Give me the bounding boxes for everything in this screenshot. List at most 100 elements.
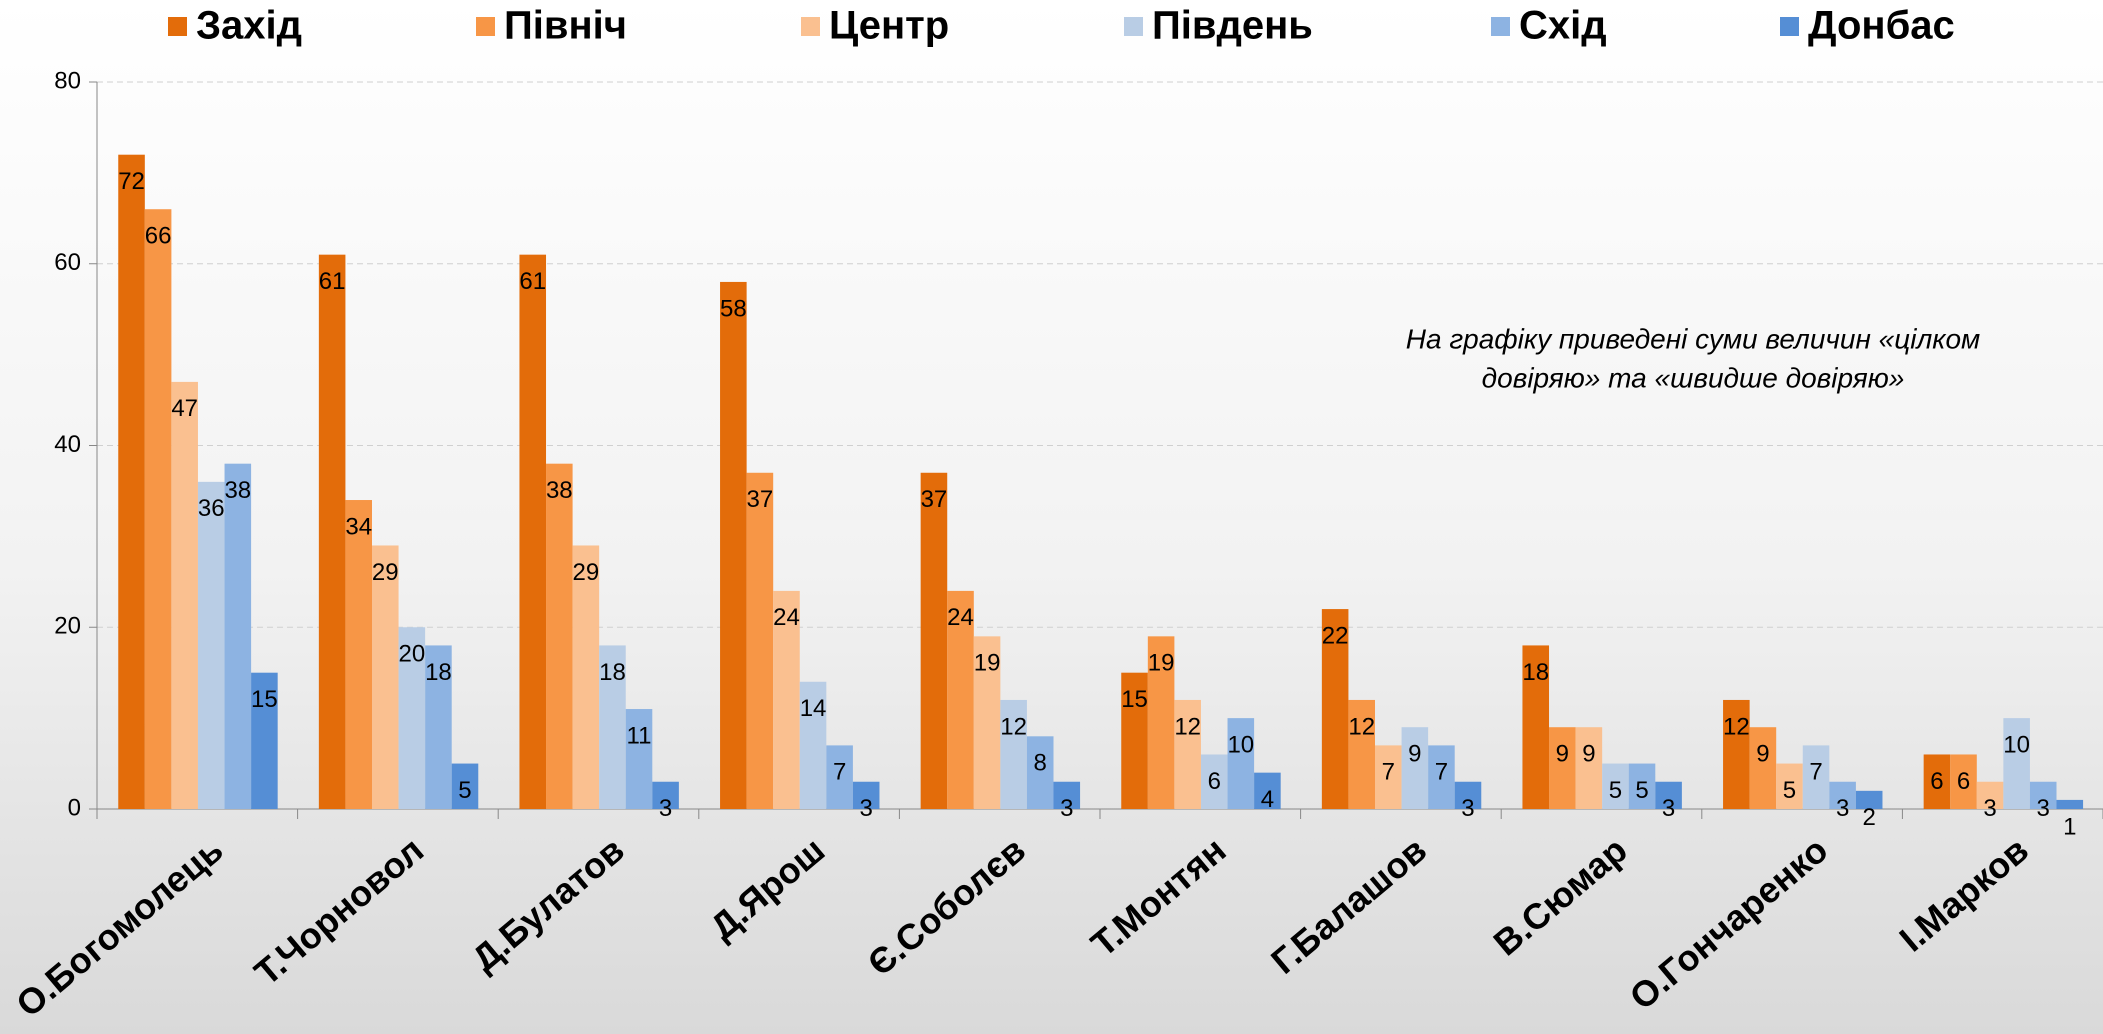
bar xyxy=(1829,781,1856,809)
data-label: 14 xyxy=(800,695,827,722)
data-label: 11 xyxy=(627,722,652,749)
data-label: 9 xyxy=(1556,741,1569,768)
data-label: 12 xyxy=(1723,713,1750,740)
bar xyxy=(1374,745,1402,809)
bar xyxy=(720,281,747,809)
x-tick-label: О.Гончаренко xyxy=(1622,829,1836,1018)
data-label: 7 xyxy=(1809,759,1822,786)
data-label: 8 xyxy=(1034,750,1047,777)
bar xyxy=(1575,727,1603,809)
x-tick-label: В.Сюмар xyxy=(1486,829,1635,964)
bar xyxy=(973,636,1001,809)
data-label: 22 xyxy=(1322,622,1349,649)
data-label: 12 xyxy=(1000,713,1027,740)
bar xyxy=(773,590,800,809)
bar xyxy=(920,472,948,809)
legend-swatch xyxy=(168,17,187,36)
x-tick-label: І.Марков xyxy=(1892,829,2036,959)
bar xyxy=(1776,763,1803,809)
data-label: 5 xyxy=(1635,777,1648,804)
bar xyxy=(799,681,827,809)
annotation: довіряю» та «швидше довіряю» xyxy=(1482,362,1905,393)
data-label: 37 xyxy=(921,486,948,513)
data-label: 38 xyxy=(224,477,251,504)
data-label: 34 xyxy=(345,513,372,540)
data-label: 7 xyxy=(833,759,846,786)
data-label: 3 xyxy=(2037,795,2050,822)
bar xyxy=(1254,772,1281,809)
data-label: 2 xyxy=(1863,804,1876,831)
legend-label: Центр xyxy=(829,4,949,48)
x-tick-label: Д.Булатов xyxy=(464,829,632,979)
bar xyxy=(1348,699,1375,809)
bar xyxy=(1053,781,1081,809)
data-label: 47 xyxy=(171,395,198,422)
bar xyxy=(1602,763,1629,809)
bar xyxy=(599,645,626,809)
bar xyxy=(171,381,198,809)
data-label: 18 xyxy=(599,659,626,686)
legend-label: Північ xyxy=(504,4,627,48)
data-label: 18 xyxy=(425,659,452,686)
x-tick-label: Т.Чорновол xyxy=(247,829,432,993)
x-tick-label: Г.Балашов xyxy=(1263,829,1434,982)
bar xyxy=(224,463,252,809)
data-label: 9 xyxy=(1408,741,1421,768)
x-tick-label: О.Богомолець xyxy=(8,829,230,1025)
data-label: 10 xyxy=(2003,731,2030,758)
bar xyxy=(852,781,880,809)
bar xyxy=(197,481,225,809)
bar xyxy=(1549,727,1576,809)
legend-swatch xyxy=(801,17,820,36)
bar xyxy=(1428,745,1455,809)
bar xyxy=(1200,754,1228,809)
x-tick-label: Є.Соболєв xyxy=(860,829,1033,984)
data-label: 12 xyxy=(1174,713,1201,740)
data-label: 3 xyxy=(1836,795,1849,822)
legend-swatch xyxy=(1124,17,1143,36)
data-label: 1 xyxy=(2063,813,2076,840)
legend-label: Схід xyxy=(1519,4,1607,48)
data-label: 3 xyxy=(1983,795,1996,822)
bar xyxy=(2029,781,2057,809)
bar xyxy=(1749,727,1777,809)
data-label: 15 xyxy=(1121,686,1148,713)
data-label: 19 xyxy=(1148,650,1175,677)
bar xyxy=(1174,699,1201,809)
bar xyxy=(251,672,278,809)
bar xyxy=(2003,718,2030,809)
bar xyxy=(1976,781,2004,809)
data-label: 3 xyxy=(1662,795,1675,822)
data-label: 7 xyxy=(1435,759,1448,786)
data-label: 20 xyxy=(398,641,425,668)
legend-swatch xyxy=(1780,17,1799,36)
x-tick-label: Т.Монтян xyxy=(1083,829,1233,965)
y-tick-label: 20 xyxy=(54,613,81,640)
data-label: 7 xyxy=(1382,759,1395,786)
bar xyxy=(371,545,399,809)
data-label: 3 xyxy=(1060,795,1073,822)
data-label: 58 xyxy=(720,295,747,322)
bar xyxy=(546,463,573,809)
bar xyxy=(652,781,679,809)
bar xyxy=(451,763,479,809)
annotation: На графіку приведені суми величин «цілко… xyxy=(1406,323,1980,354)
data-label: 29 xyxy=(372,559,399,586)
data-label: 6 xyxy=(1957,768,1970,795)
bar xyxy=(1723,699,1750,809)
data-label: 24 xyxy=(773,604,800,631)
y-tick-label: 40 xyxy=(54,431,81,458)
bar xyxy=(1923,754,1951,809)
bar xyxy=(1802,745,1830,809)
data-label: 6 xyxy=(1930,768,1943,795)
data-label: 3 xyxy=(860,795,873,822)
data-label: 9 xyxy=(1582,741,1595,768)
data-label: 24 xyxy=(947,604,974,631)
data-label: 5 xyxy=(1783,777,1796,804)
bar xyxy=(1522,645,1550,809)
data-label: 6 xyxy=(1208,768,1221,795)
bar xyxy=(1628,763,1656,809)
bar xyxy=(519,254,547,810)
